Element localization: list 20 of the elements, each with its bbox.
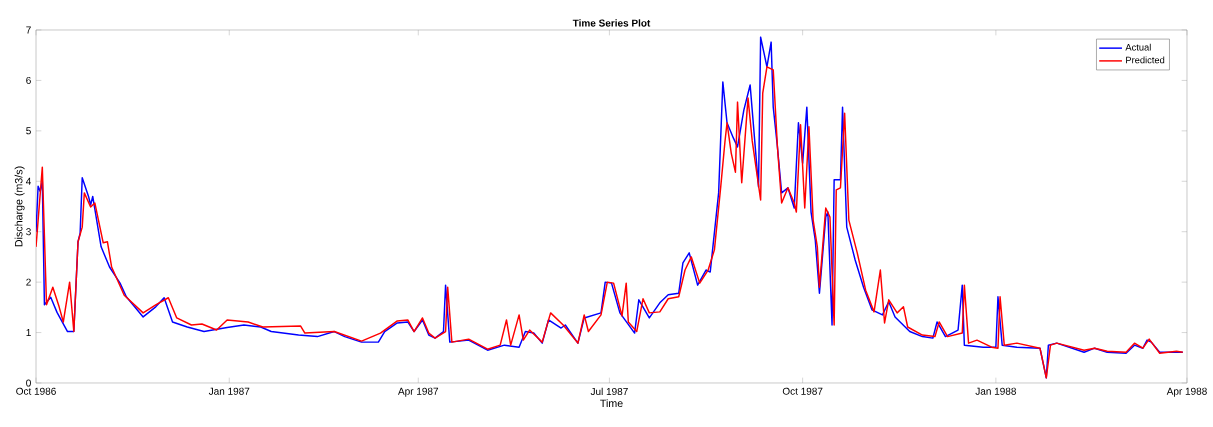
y-tick-label: 5 bbox=[26, 127, 31, 135]
y-tick-label: 3 bbox=[26, 228, 31, 236]
legend-label: Actual bbox=[1125, 43, 1151, 51]
x-tick-label: Apr 1987 bbox=[398, 387, 439, 397]
x-tick-label: Jul 1987 bbox=[590, 387, 628, 396]
legend-label: Predicted bbox=[1126, 56, 1165, 64]
x-tick-label: Oct 1987 bbox=[782, 387, 823, 395]
x-tick-label: Oct 1986 bbox=[16, 387, 56, 395]
y-axis-title: Discharge (m3/s) bbox=[14, 166, 25, 247]
y-tick-label: 7 bbox=[26, 26, 31, 34]
y-tick-label: 4 bbox=[25, 177, 32, 185]
y-tick-label: 2 bbox=[26, 278, 31, 286]
y-tick-label: 1 bbox=[26, 329, 31, 336]
y-tick-label: 0 bbox=[26, 379, 31, 387]
x-axis-title: Time bbox=[600, 399, 623, 408]
chart-title: Time Series Plot bbox=[572, 19, 651, 27]
y-tick-label: 6 bbox=[26, 76, 31, 84]
x-tick-label: Jan 1988 bbox=[975, 387, 1016, 395]
x-tick-label: Jan 1987 bbox=[208, 387, 250, 395]
x-tick-label: Apr 1988 bbox=[1166, 387, 1207, 397]
